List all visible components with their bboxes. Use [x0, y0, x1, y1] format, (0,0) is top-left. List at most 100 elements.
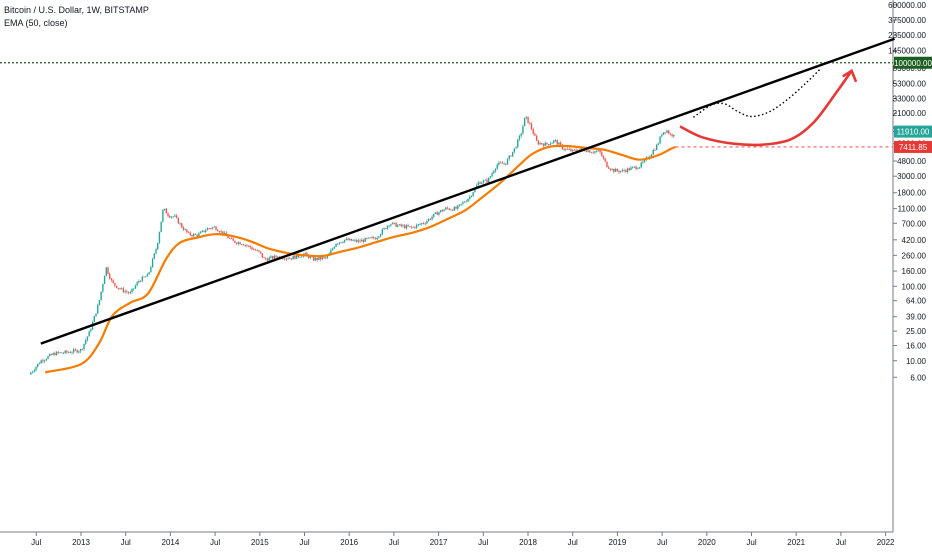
candle-body [546, 142, 548, 145]
candle-body [186, 229, 188, 233]
candle-body [33, 370, 35, 372]
candle-body [74, 349, 77, 351]
candle-body [357, 240, 360, 242]
candle-body [570, 149, 572, 152]
candle-body [397, 225, 399, 227]
candle-body [251, 247, 253, 250]
candle-body [494, 168, 497, 172]
x-tick-label: 2014 [162, 538, 180, 547]
candle-body [510, 155, 512, 157]
resistance-tag-label: 100000.00 [894, 59, 932, 68]
candle-body [287, 258, 289, 260]
candle-body [222, 231, 224, 235]
candle-body [381, 229, 384, 235]
candle-body [81, 349, 83, 350]
x-tick-label: Jul [836, 538, 846, 547]
candle-body [529, 123, 531, 124]
candle-body [498, 162, 500, 165]
candle-body [606, 161, 608, 168]
candle-body [237, 242, 240, 244]
candle-body [549, 143, 552, 145]
candle-body [373, 237, 375, 239]
last-price-tag-bg [894, 125, 932, 138]
candle-body [426, 220, 428, 224]
candle-body [419, 224, 421, 225]
candle-body [414, 226, 416, 228]
candle-body [551, 142, 553, 144]
candle-body [662, 132, 665, 135]
candle-body [246, 245, 248, 246]
candle-body [79, 349, 82, 352]
arrow-head [842, 68, 857, 83]
candle-body [217, 229, 219, 232]
candle-body [374, 238, 377, 240]
candle-body [294, 255, 296, 259]
candle-body [499, 162, 502, 164]
candle-body [304, 252, 306, 255]
y-tick-label: 600000.00 [888, 1, 926, 10]
chart-legend: Bitcoin / U.S. Dollar, 1W, BITSTAMP EMA … [4, 4, 149, 30]
candle-body [30, 372, 32, 375]
y-tick-label: 700.00 [902, 219, 927, 228]
candle-body [661, 134, 663, 137]
candle-body [643, 159, 646, 162]
candle-body [479, 182, 481, 184]
candle-body [633, 166, 636, 168]
candle-body [150, 267, 152, 273]
candle-body [157, 242, 159, 250]
candle-body [169, 215, 171, 218]
candle-body [455, 206, 457, 209]
candle-body [590, 152, 593, 154]
candle-body [535, 135, 538, 141]
candle-body [218, 231, 221, 233]
candle-body [451, 209, 454, 211]
indicator-title: EMA (50, close) [4, 18, 68, 28]
candle-body [566, 148, 569, 150]
candle-body [151, 258, 154, 268]
candle-body [635, 166, 637, 170]
candle-body [463, 201, 466, 203]
projection-dotted-path [693, 67, 822, 118]
candle-body [198, 233, 200, 237]
candle-body [201, 230, 204, 232]
candle-body [417, 224, 420, 225]
candle-body [283, 258, 286, 260]
candle-body [220, 231, 222, 233]
candle-body [138, 280, 140, 283]
candle-body [436, 212, 438, 215]
ema-line [44, 144, 676, 374]
candle-body [323, 257, 325, 259]
candle-body [181, 223, 183, 228]
x-tick-label: 2016 [340, 538, 358, 547]
candle-body [241, 244, 243, 246]
x-tick-label: Jul [210, 538, 220, 547]
candle-body [575, 149, 577, 151]
candle-body [37, 363, 39, 367]
candle-body [599, 150, 601, 153]
last-price-tag-label: 11910.00 [897, 128, 930, 137]
candle-body [532, 129, 534, 134]
y-tick-label: 420.00 [902, 236, 927, 245]
x-tick-label: Jul [568, 538, 578, 547]
x-tick-label: Jul [121, 538, 131, 547]
candle-body [342, 242, 344, 243]
candle-body [253, 249, 255, 251]
candle-body [146, 273, 149, 277]
candle-body [318, 257, 320, 260]
candle-body [378, 236, 380, 238]
candle-body [232, 238, 234, 241]
candle-body [189, 232, 192, 236]
candle-body [57, 351, 59, 353]
candle-body [275, 255, 277, 258]
candle-body [534, 133, 536, 136]
candle-body [78, 351, 80, 353]
candle-body [530, 123, 533, 130]
candle-body [93, 316, 95, 323]
candle-body [319, 257, 322, 260]
candle-body [465, 201, 468, 203]
candle-body [64, 350, 66, 353]
candle-body [325, 257, 327, 259]
x-tick-label: Jul [299, 538, 309, 547]
